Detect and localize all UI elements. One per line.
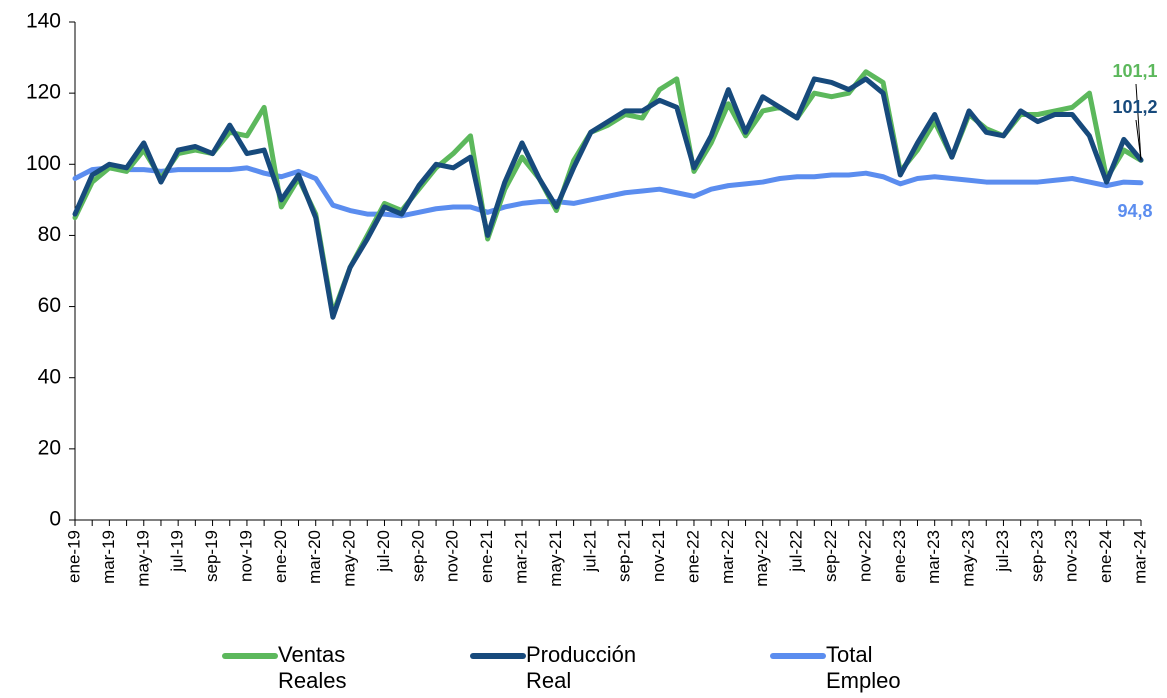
- x-tick-label: sep-19: [202, 530, 221, 582]
- x-tick-label: nov-19: [236, 530, 255, 582]
- x-tick-label: ene-23: [890, 530, 909, 583]
- x-tick-label: nov-20: [443, 530, 462, 582]
- x-tick-label: nov-22: [855, 530, 874, 582]
- x-tick-label: jul-22: [787, 530, 806, 573]
- series-line: [72, 76, 1144, 320]
- x-tick-label: nov-23: [1062, 530, 1081, 582]
- x-tick-label: mar-19: [99, 530, 118, 584]
- x-tick-label: nov-21: [649, 530, 668, 582]
- y-tick-label: 80: [38, 223, 61, 246]
- legend-item: Producción Real: [470, 642, 648, 694]
- x-tick-label: may-23: [959, 530, 978, 587]
- x-tick-label: sep-23: [1027, 530, 1046, 582]
- legend-item: Total Empleo: [770, 642, 948, 694]
- series-line: [72, 165, 1144, 219]
- x-tick-label: ene-24: [1096, 530, 1115, 583]
- y-tick-label: 60: [38, 294, 61, 317]
- x-tick-label: sep-20: [408, 530, 427, 582]
- x-tick-label: may-20: [340, 530, 359, 587]
- x-tick-label: mar-24: [1130, 530, 1149, 584]
- y-tick-label: 40: [38, 365, 61, 388]
- y-tick-label: 0: [49, 508, 61, 531]
- value-label: 94,8: [1117, 201, 1152, 221]
- y-tick-label: 140: [26, 10, 61, 33]
- x-tick-label: ene-21: [477, 530, 496, 583]
- legend-label: Ventas Reales: [278, 642, 347, 693]
- x-tick-label: may-19: [133, 530, 152, 587]
- legend-swatch: [222, 653, 278, 659]
- legend-label: Total Empleo: [826, 642, 901, 693]
- x-tick-label: sep-21: [615, 530, 634, 582]
- x-tick-label: sep-22: [821, 530, 840, 582]
- x-tick-label: jul-19: [168, 530, 187, 573]
- y-tick-label: 100: [26, 152, 61, 175]
- leader-line: [1135, 119, 1142, 161]
- x-tick-label: mar-23: [924, 530, 943, 584]
- x-tick-label: jul-20: [374, 530, 393, 573]
- x-tick-label: may-21: [546, 530, 565, 587]
- x-tick-label: ene-19: [64, 530, 83, 583]
- x-tick-label: may-22: [752, 530, 771, 587]
- leader-line: [1135, 83, 1142, 161]
- x-tick-label: mar-21: [512, 530, 531, 584]
- legend-swatch: [770, 653, 826, 659]
- value-label: 101,1: [1112, 61, 1157, 81]
- x-tick-label: ene-22: [683, 530, 702, 583]
- x-tick-label: mar-22: [718, 530, 737, 584]
- series-line: [72, 69, 1144, 317]
- x-tick-label: jul-23: [993, 530, 1012, 573]
- legend-item: Ventas Reales: [222, 642, 400, 694]
- legend-swatch: [470, 653, 526, 659]
- legend-label: Producción Real: [526, 642, 637, 693]
- x-tick-label: ene-20: [271, 530, 290, 583]
- y-tick-label: 120: [26, 81, 61, 104]
- value-label: 101,2: [1112, 97, 1157, 117]
- y-tick-label: 20: [38, 436, 61, 459]
- x-tick-label: mar-20: [305, 530, 324, 584]
- x-tick-label: jul-21: [580, 530, 599, 573]
